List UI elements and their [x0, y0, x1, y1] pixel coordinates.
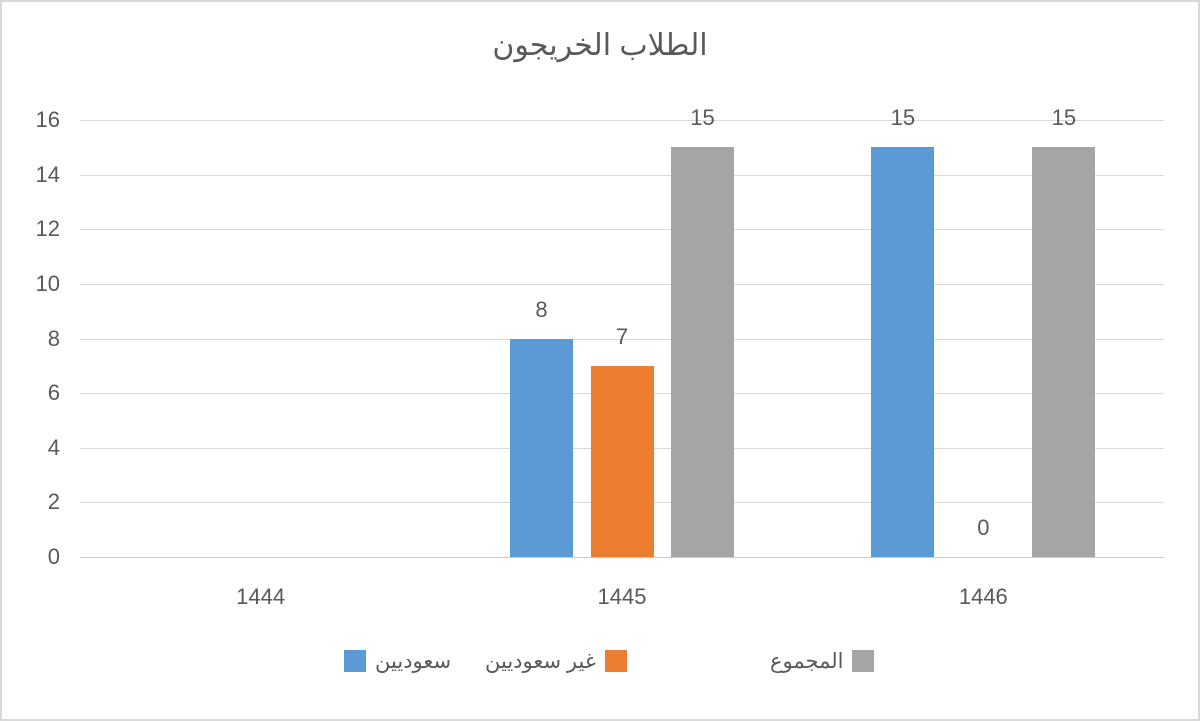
gridline	[80, 283, 1164, 285]
legend-label-total: المجموع	[770, 649, 844, 673]
y-axis-tick-label: 0	[47, 544, 60, 569]
gridline	[80, 338, 1164, 340]
bar-saudis-1446	[871, 147, 935, 557]
legend-swatch-total	[852, 650, 875, 672]
y-axis-tick-label: 14	[35, 161, 60, 187]
chart-title: الطلاب الخريجون	[492, 29, 708, 62]
x-axis-category-label: 1444	[236, 584, 286, 609]
bar-total-1445	[671, 147, 734, 557]
y-axis-tick-label: 8	[47, 325, 60, 351]
y-axis-tick-label: 10	[35, 270, 60, 296]
legend-label-non_saudis: غير سعوديين	[485, 649, 596, 673]
legend-swatch-saudis	[344, 650, 366, 672]
data-label-saudis-1445: 8	[535, 296, 548, 322]
data-label-total-1445: 15	[690, 105, 715, 131]
gridline	[80, 120, 1164, 121]
x-axis-line	[80, 557, 1164, 558]
gridline	[80, 229, 1164, 231]
data-label-non_saudis-1445: 7	[615, 323, 629, 349]
x-axis-category-label: 1445	[597, 584, 647, 609]
legend-item-total: المجموع	[770, 648, 875, 674]
data-label-total-1446: 15	[1051, 105, 1077, 131]
legend-swatch-non_saudis	[604, 650, 627, 672]
legend-label-saudis: سعوديين	[375, 649, 452, 673]
y-axis-tick-label: 16	[35, 107, 60, 132]
legend-item-non_saudis: غير سعوديين	[485, 648, 627, 674]
bar-saudis-1445	[510, 338, 573, 557]
y-axis-tick-label: 12	[35, 216, 60, 242]
y-axis-tick-label: 4	[47, 434, 60, 460]
y-axis-tick-label: 6	[47, 380, 60, 406]
bar-non_saudis-1445	[590, 365, 654, 557]
data-label-non_saudis-1446: 0	[977, 515, 990, 540]
y-axis-tick-label: 2	[47, 489, 60, 515]
legend-item-saudis: سعوديين	[344, 648, 451, 674]
data-label-saudis-1446: 15	[890, 105, 916, 131]
bar-total-1446	[1032, 147, 1096, 557]
gridline	[80, 174, 1164, 176]
x-axis-category-label: 1446	[958, 584, 1008, 609]
